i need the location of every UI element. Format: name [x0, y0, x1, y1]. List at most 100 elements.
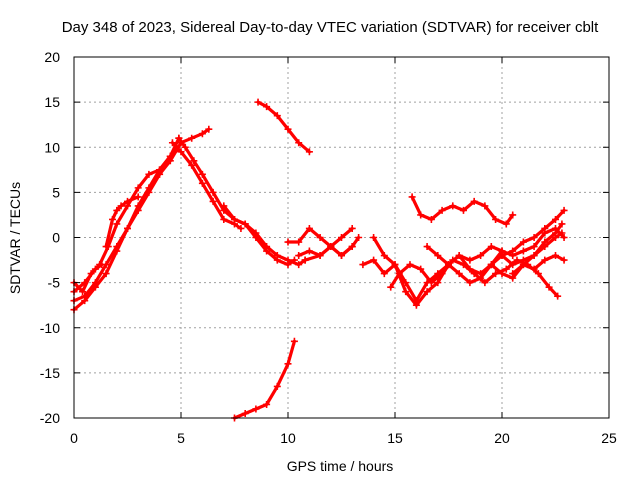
data-point-marker	[91, 265, 99, 273]
data-point-marker	[370, 256, 378, 264]
data-point-marker	[438, 206, 446, 214]
data-point-marker	[134, 184, 142, 192]
data-point-marker	[408, 193, 416, 201]
data-point-marker	[284, 360, 292, 368]
series-line	[222, 204, 307, 267]
data-point-marker	[305, 148, 313, 156]
data-point-marker	[284, 238, 292, 246]
data-point-marker	[241, 220, 249, 228]
series-arc-7	[168, 139, 245, 232]
data-point-marker	[134, 193, 142, 201]
x-axis-label: GPS time / hours	[287, 458, 394, 474]
x-tick-label: 20	[494, 430, 510, 446]
data-point-marker	[402, 288, 410, 296]
data-point-marker	[220, 202, 228, 210]
data-point-marker	[560, 206, 568, 214]
series-layer	[70, 98, 568, 422]
data-point-marker	[477, 252, 485, 260]
data-point-marker	[380, 252, 388, 260]
y-tick-label: -5	[48, 275, 61, 291]
data-point-marker	[198, 179, 206, 187]
data-point-marker	[284, 256, 292, 264]
y-tick-label: 5	[52, 184, 60, 200]
data-point-marker	[427, 215, 435, 223]
data-point-marker	[417, 265, 425, 273]
data-point-marker	[338, 234, 345, 241]
series-arc-5	[102, 193, 142, 251]
data-point-marker	[417, 211, 425, 219]
data-point-marker	[295, 238, 303, 246]
y-tick-label: 15	[44, 94, 60, 110]
data-point-marker	[560, 256, 568, 264]
x-tick-label: 25	[601, 430, 617, 446]
data-point-marker	[134, 202, 142, 210]
data-point-marker	[252, 229, 260, 237]
y-tick-label: -15	[40, 365, 60, 381]
data-point-marker	[359, 261, 367, 269]
data-point-marker	[198, 130, 206, 138]
data-point-marker	[124, 197, 131, 205]
data-point-marker	[327, 243, 335, 251]
data-point-marker	[188, 161, 196, 169]
data-point-marker	[470, 197, 478, 205]
data-point-marker	[554, 292, 562, 300]
data-point-marker	[560, 234, 568, 241]
data-point-marker	[519, 261, 527, 269]
data-point-marker	[237, 224, 245, 232]
series-line	[256, 100, 311, 154]
data-point-marker	[502, 220, 510, 228]
data-point-marker	[254, 98, 262, 106]
series-arc-6	[175, 134, 298, 269]
data-point-marker	[241, 409, 249, 417]
data-point-marker	[117, 202, 125, 210]
x-tick-label: 15	[387, 430, 403, 446]
data-point-marker	[188, 134, 196, 142]
data-point-marker	[481, 279, 489, 287]
data-point-marker	[519, 238, 527, 246]
data-point-marker	[175, 134, 183, 142]
data-point-marker	[168, 139, 176, 147]
data-point-marker	[423, 288, 431, 296]
data-point-marker	[348, 243, 356, 251]
data-point-marker	[166, 152, 174, 160]
data-point-marker	[98, 261, 106, 269]
series-line	[389, 258, 560, 298]
data-point-marker	[545, 283, 553, 291]
data-point-marker	[449, 202, 457, 210]
data-point-marker	[220, 215, 228, 223]
series-line	[72, 263, 104, 294]
data-point-marker	[102, 243, 110, 251]
data-point-marker	[355, 234, 363, 241]
data-point-marker	[455, 270, 463, 278]
data-point-marker	[295, 261, 303, 269]
data-point-marker	[552, 229, 559, 237]
data-point-marker	[81, 279, 89, 287]
data-point-marker	[509, 211, 517, 219]
data-point-marker	[530, 252, 538, 260]
series-line	[72, 136, 181, 312]
y-tick-label: 10	[44, 139, 60, 155]
y-tick-label: 0	[52, 230, 60, 246]
data-point-marker	[391, 261, 399, 269]
data-point-marker	[466, 256, 474, 264]
data-point-marker	[541, 256, 549, 264]
x-tick-label: 0	[70, 430, 78, 446]
grid-lines	[74, 57, 609, 418]
data-point-marker	[273, 112, 281, 120]
y-axis-label: SDTVAR / TECUs	[7, 182, 23, 294]
data-point-marker	[205, 125, 213, 133]
data-point-marker	[295, 139, 303, 147]
data-point-marker	[190, 157, 198, 165]
data-point-marker	[502, 265, 510, 273]
data-point-marker	[455, 252, 463, 260]
data-point-marker	[316, 234, 324, 241]
data-point-marker	[487, 243, 495, 251]
data-point-marker	[387, 283, 395, 291]
series-arc-18	[423, 224, 568, 269]
data-point-marker	[406, 261, 414, 269]
data-point-marker	[513, 256, 521, 264]
series-arc-13	[301, 243, 356, 264]
data-point-marker	[466, 279, 474, 287]
data-point-marker	[370, 234, 378, 241]
